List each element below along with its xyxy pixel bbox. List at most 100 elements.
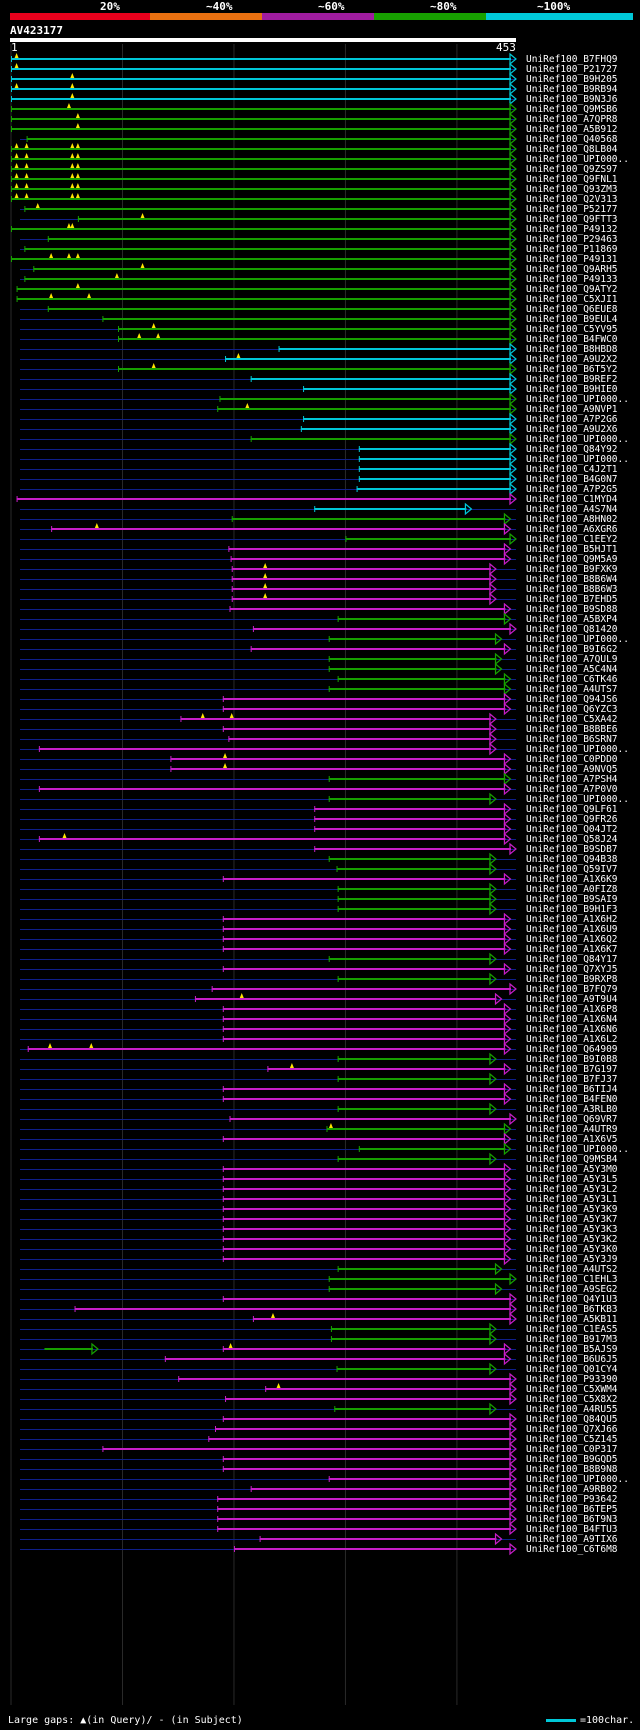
hit-label-link[interactable]: UniRef100_UPI000..: [526, 634, 629, 645]
hit-label-link[interactable]: UniRef100_P93390: [526, 1374, 618, 1385]
hit-row-133[interactable]: [20, 1382, 517, 1396]
hit-row-28[interactable]: [20, 332, 517, 346]
hit-label-link[interactable]: UniRef100_B8BBE6: [526, 724, 618, 735]
hit-row-102[interactable]: [20, 1072, 516, 1086]
hit-bar[interactable]: [326, 1128, 506, 1130]
hit-bar[interactable]: [38, 838, 506, 840]
hit-label-link[interactable]: UniRef100_Q59IV7: [526, 864, 618, 875]
hit-bar[interactable]: [278, 348, 511, 350]
hit-row-134[interactable]: [20, 1392, 517, 1406]
hit-row-42[interactable]: [20, 472, 517, 486]
hit-label-link[interactable]: UniRef100_B6TKB3: [526, 1304, 618, 1315]
hit-bar[interactable]: [358, 1148, 506, 1150]
hit-bar[interactable]: [222, 1138, 506, 1140]
hit-label-link[interactable]: UniRef100_Q9FNL1: [526, 174, 618, 185]
hit-bar[interactable]: [180, 718, 491, 720]
hit-label-link[interactable]: UniRef100_A9U2X6: [526, 424, 618, 435]
hit-row-100[interactable]: [20, 1052, 516, 1066]
hit-label-link[interactable]: UniRef100_P21727: [526, 64, 618, 75]
hit-row-119[interactable]: [20, 1242, 516, 1256]
hit-label-link[interactable]: UniRef100_Q4Y1U3: [526, 1294, 618, 1305]
hit-bar[interactable]: [11, 118, 511, 120]
hit-bar[interactable]: [358, 448, 511, 450]
hit-bar[interactable]: [337, 888, 491, 890]
hit-label-link[interactable]: UniRef100_A1X6N4: [526, 1014, 618, 1025]
hit-label-link[interactable]: UniRef100_Q69VR7: [526, 1114, 618, 1125]
hit-bar[interactable]: [222, 1248, 506, 1250]
hit-label-link[interactable]: UniRef100_A1X6H2: [526, 914, 618, 925]
hit-label-link[interactable]: UniRef100_A7P2G5: [526, 484, 618, 495]
hit-label-link[interactable]: UniRef100_A4UTS2: [526, 1264, 618, 1275]
hit-label-link[interactable]: UniRef100_Q9M5A9: [526, 554, 618, 565]
hit-bar[interactable]: [259, 1538, 497, 1540]
hit-label-link[interactable]: UniRef100_A1X6K7: [526, 944, 618, 955]
hit-bar[interactable]: [222, 1088, 506, 1090]
hit-row-97[interactable]: [20, 1022, 516, 1036]
hit-bar[interactable]: [217, 1518, 511, 1520]
hit-row-142[interactable]: [20, 1472, 517, 1486]
hit-label-link[interactable]: UniRef100_A5KB11: [526, 1314, 618, 1325]
hit-label-link[interactable]: UniRef100_Q9ATY2: [526, 284, 618, 295]
hit-row-89[interactable]: [20, 942, 516, 956]
hit-bar[interactable]: [250, 1488, 511, 1490]
hit-bar[interactable]: [265, 1388, 511, 1390]
hit-bar[interactable]: [328, 688, 506, 690]
hit-bar[interactable]: [229, 1118, 511, 1120]
hit-bar[interactable]: [231, 518, 506, 520]
hit-label-link[interactable]: UniRef100_Q93ZM3: [526, 184, 618, 195]
hit-label-link[interactable]: UniRef100_B9SAI9: [526, 894, 618, 905]
hit-row-65[interactable]: [20, 702, 516, 716]
hit-bar[interactable]: [303, 388, 511, 390]
hit-row-44[interactable]: [16, 492, 517, 506]
hit-bar[interactable]: [11, 168, 511, 170]
hit-row-129[interactable]: [20, 1342, 516, 1356]
hit-bar[interactable]: [211, 988, 512, 990]
hit-row-79[interactable]: [20, 842, 517, 856]
hit-label-link[interactable]: UniRef100_A7QUL9: [526, 654, 618, 665]
hit-label-link[interactable]: UniRef100_Q64909: [526, 1044, 618, 1055]
hit-row-6[interactable]: [11, 112, 517, 126]
hit-label-link[interactable]: UniRef100_Q7XJ66: [526, 1424, 618, 1435]
hit-label-link[interactable]: UniRef100_Q8LB04: [526, 144, 618, 155]
hit-row-10[interactable]: [11, 152, 517, 166]
hit-bar[interactable]: [11, 108, 511, 110]
hit-row-0[interactable]: [11, 52, 517, 66]
hit-bar[interactable]: [11, 98, 511, 100]
hit-label-link[interactable]: UniRef100_A1X6U9: [526, 924, 618, 935]
hit-row-53[interactable]: [20, 582, 516, 596]
hit-row-120[interactable]: [20, 1252, 516, 1266]
hit-label-link[interactable]: UniRef100_P49133: [526, 274, 618, 285]
hit-bar[interactable]: [222, 1178, 506, 1180]
hit-label-link[interactable]: UniRef100_A6XGR6: [526, 524, 618, 535]
hit-bar[interactable]: [222, 878, 506, 880]
hit-label-link[interactable]: UniRef100_C1EHL3: [526, 1274, 618, 1285]
hit-label-link[interactable]: UniRef100_C5XWM4: [526, 1384, 618, 1395]
hit-bar[interactable]: [328, 958, 491, 960]
hit-label-link[interactable]: UniRef100_A5Y3K7: [526, 1214, 618, 1225]
hit-row-104[interactable]: [20, 1092, 516, 1106]
hit-row-103[interactable]: [20, 1082, 516, 1096]
hit-label-link[interactable]: UniRef100_Q40568: [526, 134, 618, 145]
hit-bar[interactable]: [164, 1358, 506, 1360]
hit-label-link[interactable]: UniRef100_B6T5Y2: [526, 364, 618, 375]
hit-label-link[interactable]: UniRef100_C0P317: [526, 1444, 618, 1455]
hit-label-link[interactable]: UniRef100_C6TK46: [526, 674, 618, 685]
hit-bar[interactable]: [11, 188, 511, 190]
hit-bar[interactable]: [337, 908, 491, 910]
hit-row-27[interactable]: [20, 322, 517, 336]
hit-bar[interactable]: [170, 758, 506, 760]
hit-row-58[interactable]: [20, 632, 516, 646]
hit-bar[interactable]: [222, 1298, 511, 1300]
hit-bar[interactable]: [222, 1008, 506, 1010]
hit-label-link[interactable]: UniRef100_Q01CY4: [526, 1364, 618, 1375]
hit-bar[interactable]: [252, 1318, 511, 1320]
hit-bar[interactable]: [217, 1528, 511, 1530]
hit-row-69[interactable]: [20, 742, 516, 756]
hit-row-15[interactable]: [20, 202, 517, 216]
hit-label-link[interactable]: UniRef100_UPI000..: [526, 794, 629, 805]
hit-row-83[interactable]: [20, 882, 516, 896]
hit-row-135[interactable]: [20, 1402, 516, 1416]
hit-row-59[interactable]: [20, 642, 516, 656]
hit-row-76[interactable]: [20, 812, 516, 826]
hit-label-link[interactable]: UniRef100_A0FIZ8: [526, 884, 618, 895]
